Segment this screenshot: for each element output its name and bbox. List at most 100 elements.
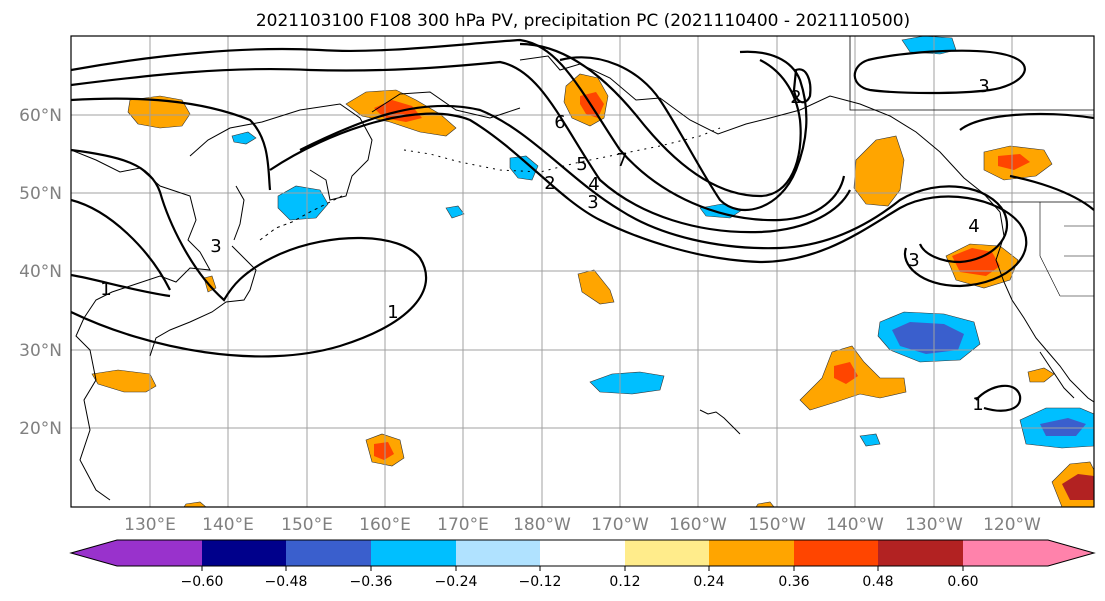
contour-label: 1 xyxy=(972,394,983,415)
pv-contour-se xyxy=(975,384,1022,412)
lat-label: 30°N xyxy=(19,341,62,361)
colorbar-segment xyxy=(709,540,794,566)
contour-label: 3 xyxy=(587,192,598,213)
colorbar-tick-label: 0.60 xyxy=(947,574,978,590)
pv-contour-5 xyxy=(71,60,851,234)
lon-label: 140°E xyxy=(202,515,254,535)
colorbar-tick-label: 0.36 xyxy=(778,574,809,590)
colorbar-tick-label: −0.36 xyxy=(350,574,393,590)
precip-area-negative xyxy=(859,433,881,447)
precip-area-positive xyxy=(183,501,207,507)
lon-label: 170°E xyxy=(437,515,489,535)
lon-label: 160°W xyxy=(669,515,727,535)
lat-label: 20°N xyxy=(19,419,62,439)
colorbar-tick-label: 0.48 xyxy=(862,574,893,590)
pv-contour-6 xyxy=(71,97,272,191)
colorbar-extend-min xyxy=(71,540,117,566)
kuril-islands xyxy=(259,195,343,241)
pv-contour-ne xyxy=(959,112,1094,131)
precip-area-positive xyxy=(127,95,191,129)
lon-label: 150°W xyxy=(748,515,806,535)
precip-area-positive xyxy=(1062,474,1094,500)
state-borders xyxy=(1039,202,1094,297)
precip-area-negative xyxy=(509,155,539,181)
lon-label: 130°W xyxy=(905,515,963,535)
lon-label: 130°E xyxy=(124,515,176,535)
contour-label: 6 xyxy=(554,112,565,133)
pv-contour-trough xyxy=(519,42,802,198)
map-frame xyxy=(70,35,1095,508)
lon-label: 150°E xyxy=(281,515,333,535)
colorbar-tick-label: −0.60 xyxy=(181,574,224,590)
colorbar-tick-label: 0.24 xyxy=(693,574,724,590)
colorbar-segment xyxy=(117,540,202,566)
contour-label: 1 xyxy=(387,302,398,323)
contour-label: 5 xyxy=(576,154,587,175)
colorbar-extend-max xyxy=(1048,540,1094,566)
colorbar: −0.60 −0.48 −0.36 −0.24 −0.12 0.12 0.24 … xyxy=(69,539,1096,590)
na-west-coastline xyxy=(995,211,1094,403)
pv-contour-4 xyxy=(299,104,1009,264)
contour-label: 3 xyxy=(908,250,919,271)
kamchatka-coastline xyxy=(189,103,373,201)
lat-axis: 60°N 50°N 40°N 30°N 20°N xyxy=(19,106,62,439)
lon-label: 170°W xyxy=(591,515,649,535)
lat-label: 60°N xyxy=(19,106,62,126)
colorbar-segment xyxy=(878,540,963,566)
pv-contours xyxy=(71,38,1094,412)
colorbar-outline xyxy=(69,539,1096,567)
precip-area-negative xyxy=(445,205,465,219)
colorbar-segment xyxy=(794,540,878,566)
contour-label: 4 xyxy=(588,174,599,195)
sakhalin-coastline xyxy=(233,185,245,241)
precip-area-negative xyxy=(1040,418,1086,436)
precip-area-negative xyxy=(231,131,257,145)
precip-area-positive xyxy=(91,369,157,393)
colorbar-tick-label: −0.24 xyxy=(435,574,478,590)
contour-label: 2 xyxy=(544,173,555,194)
lon-label: 180°W xyxy=(513,515,571,535)
lon-label: 140°W xyxy=(826,515,884,535)
colorbar-segment xyxy=(540,540,625,566)
colorbar-segment xyxy=(625,540,709,566)
graticule xyxy=(71,36,1094,507)
colorbar-ticks xyxy=(201,566,964,571)
pv-contour-low xyxy=(559,50,808,212)
aleutian-islands xyxy=(403,127,721,173)
precip-area-positive xyxy=(834,362,858,384)
pv-contour-3 xyxy=(269,112,1028,288)
precip-area-positive xyxy=(1027,367,1055,383)
hawaii-islands xyxy=(699,409,741,435)
contour-labels: 1 2 3 4 5 6 7 1 2 3 4 3 1 3 xyxy=(100,76,989,415)
pv-contour-1 xyxy=(71,148,428,358)
lon-axis: 130°E 140°E 150°E 160°E 170°E 180°W 170°… xyxy=(124,515,1041,535)
precip-area-negative xyxy=(277,185,329,221)
baja-california xyxy=(1039,351,1075,399)
precip-area-positive xyxy=(755,501,775,507)
colorbar-tick-label: −0.48 xyxy=(265,574,308,590)
map-layers: 1 2 3 4 5 6 7 1 2 3 4 3 1 3 xyxy=(71,36,1094,507)
colorbar-tick-label: 0.12 xyxy=(609,574,640,590)
pv-contour-ne2 xyxy=(1009,174,1094,211)
lat-label: 50°N xyxy=(19,184,62,204)
canada-border xyxy=(849,36,1094,111)
pv-contour-2 xyxy=(71,198,171,291)
pv-contour-n xyxy=(853,49,1026,95)
colorbar-segment xyxy=(202,540,286,566)
precip-area-negative xyxy=(892,322,964,354)
lat-label: 40°N xyxy=(19,262,62,282)
contour-label: 3 xyxy=(210,236,221,257)
precip-area-negative xyxy=(589,371,665,395)
contour-label: 2 xyxy=(790,87,801,108)
lon-label: 120°W xyxy=(983,515,1041,535)
lon-label: 160°E xyxy=(359,515,411,535)
contour-label: 3 xyxy=(978,76,989,97)
asia-coastline xyxy=(71,149,211,501)
contour-label: 4 xyxy=(968,216,979,237)
pv-contour-7 xyxy=(71,38,846,222)
colorbar-segment xyxy=(286,540,371,566)
precip-area-positive xyxy=(374,442,394,460)
precip-area-positive xyxy=(998,154,1030,170)
map-title: 2021103100 F108 300 hPa PV, precipitatio… xyxy=(256,11,910,31)
